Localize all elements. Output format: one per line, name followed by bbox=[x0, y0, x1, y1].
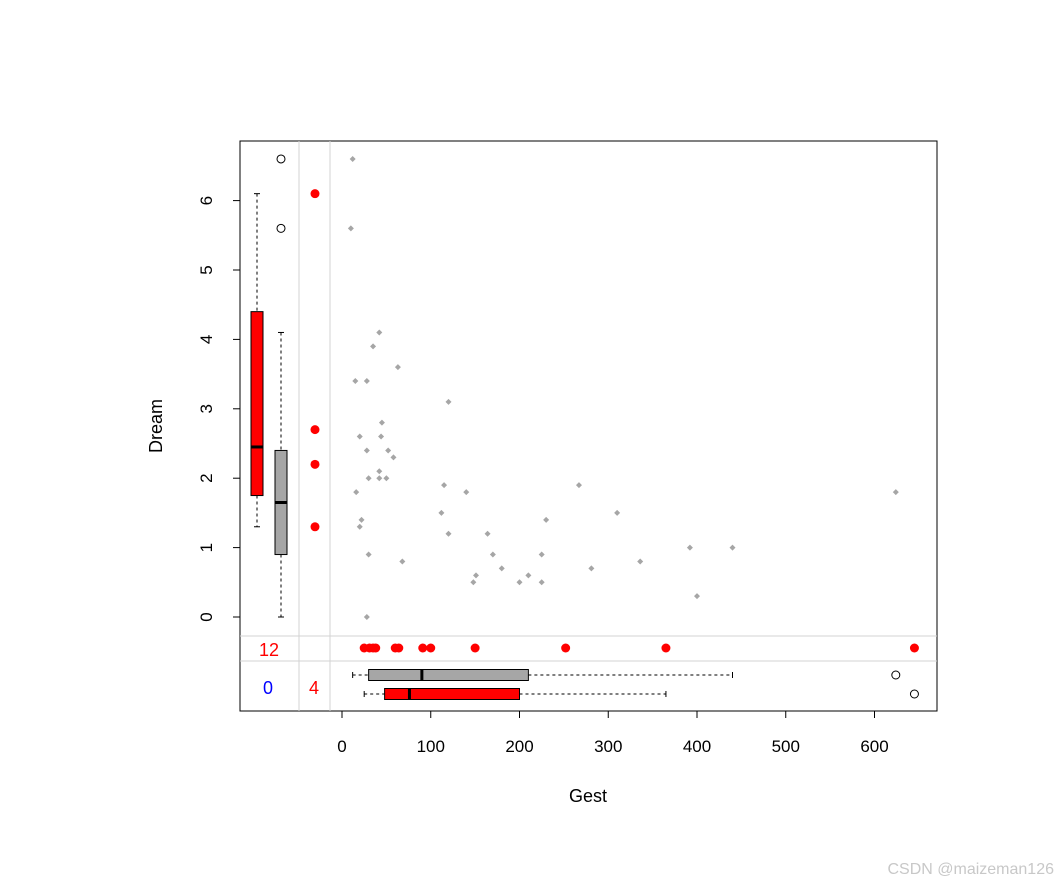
boxplot-y-observed-x bbox=[274, 154, 288, 618]
missing-y-point bbox=[426, 643, 436, 653]
data-point bbox=[614, 509, 621, 516]
plot-frame bbox=[239, 140, 938, 712]
missing-y-point bbox=[561, 643, 571, 653]
data-point bbox=[378, 433, 385, 440]
data-point bbox=[438, 509, 445, 516]
data-point bbox=[575, 482, 582, 489]
data-point bbox=[385, 447, 392, 454]
missing-count-y: 4 bbox=[309, 678, 319, 698]
missing-y-point bbox=[661, 643, 671, 653]
missing-x-point bbox=[310, 189, 320, 199]
boxplot-y-missing-x bbox=[250, 193, 264, 528]
y-tick-label: 1 bbox=[197, 543, 216, 552]
data-point bbox=[390, 454, 397, 461]
data-point bbox=[637, 558, 644, 565]
y-tick-label: 0 bbox=[197, 612, 216, 621]
data-point bbox=[484, 530, 491, 537]
data-point bbox=[376, 468, 383, 475]
y-tick-label: 3 bbox=[197, 404, 216, 413]
data-point bbox=[378, 419, 385, 426]
x-tick-label: 300 bbox=[594, 737, 622, 756]
box bbox=[384, 688, 520, 700]
data-point bbox=[538, 579, 545, 586]
data-point bbox=[353, 489, 360, 496]
data-point bbox=[543, 516, 550, 523]
data-point bbox=[498, 565, 505, 572]
data-point bbox=[383, 475, 390, 482]
data-point bbox=[363, 447, 370, 454]
y-axis-label: Dream bbox=[146, 399, 166, 453]
missing-y-point bbox=[418, 643, 428, 653]
data-point bbox=[376, 475, 383, 482]
data-point bbox=[694, 593, 700, 600]
y-tick-label: 2 bbox=[197, 473, 216, 482]
box bbox=[368, 669, 529, 681]
data-point bbox=[363, 378, 370, 385]
data-point bbox=[441, 482, 448, 489]
data-point bbox=[892, 489, 899, 496]
data-point bbox=[463, 489, 470, 496]
data-point bbox=[588, 565, 595, 572]
data-point bbox=[525, 572, 532, 579]
data-point bbox=[356, 523, 363, 530]
data-point bbox=[352, 378, 359, 385]
data-point bbox=[363, 614, 370, 620]
data-point bbox=[370, 343, 377, 350]
data-point bbox=[365, 475, 372, 482]
scatter-points bbox=[347, 155, 899, 620]
missing-x-point bbox=[310, 459, 320, 469]
x-tick-label: 0 bbox=[337, 737, 346, 756]
missing-x-point bbox=[310, 522, 320, 532]
data-point bbox=[470, 579, 477, 586]
data-point bbox=[394, 364, 401, 371]
boxplot-x-observed-y bbox=[352, 669, 901, 681]
data-point bbox=[445, 530, 452, 537]
missing-y-point bbox=[371, 643, 381, 653]
x-tick-label: 100 bbox=[417, 737, 445, 756]
missing-y-point bbox=[909, 643, 919, 653]
missing-count-x: 12 bbox=[259, 640, 279, 660]
data-point bbox=[729, 544, 736, 551]
outlier-point bbox=[276, 154, 286, 164]
data-point bbox=[489, 551, 496, 558]
outlier-point bbox=[891, 670, 901, 680]
data-point bbox=[349, 155, 356, 162]
data-point bbox=[347, 225, 354, 232]
data-point bbox=[358, 516, 365, 523]
data-point bbox=[445, 398, 452, 405]
y-tick-label: 6 bbox=[197, 196, 216, 205]
x-axis-label: Gest bbox=[569, 786, 607, 806]
missing-y-point bbox=[470, 643, 480, 653]
data-point bbox=[516, 579, 523, 586]
missing-y-point bbox=[394, 643, 404, 653]
data-point bbox=[399, 558, 406, 565]
data-point bbox=[538, 551, 545, 558]
x-tick-label: 200 bbox=[505, 737, 533, 756]
y-tick-label: 5 bbox=[197, 265, 216, 274]
data-point bbox=[356, 433, 363, 440]
data-point bbox=[365, 551, 372, 558]
y-tick-label: 4 bbox=[197, 335, 216, 344]
data-point bbox=[376, 329, 383, 336]
data-point bbox=[473, 572, 480, 579]
missing-points bbox=[310, 189, 919, 653]
missing-count-both: 0 bbox=[263, 678, 273, 698]
missing-x-point bbox=[310, 425, 320, 435]
data-point bbox=[686, 544, 693, 551]
box bbox=[250, 311, 264, 497]
x-tick-label: 500 bbox=[772, 737, 800, 756]
outlier-point bbox=[909, 689, 919, 699]
outlier-point bbox=[276, 223, 286, 233]
x-tick-label: 600 bbox=[860, 737, 888, 756]
watermark: CSDN @maizeman126 bbox=[887, 861, 1054, 878]
x-tick-label: 400 bbox=[683, 737, 711, 756]
marginal-boxplots bbox=[250, 154, 919, 700]
boxplot-x-missing-y bbox=[363, 688, 919, 700]
